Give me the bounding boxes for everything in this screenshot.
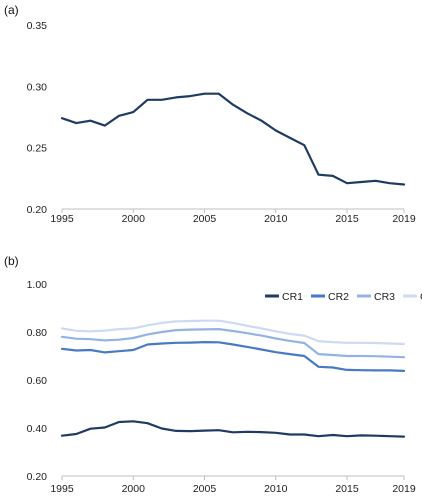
y-tick-label: 1.00 (27, 279, 48, 291)
series-line (60, 92, 406, 186)
y-tick-label: 0.35 (27, 20, 48, 32)
x-tick-label: 1995 (50, 213, 74, 225)
x-tick-label: 2015 (335, 483, 359, 495)
y-tick-label: 0.25 (27, 143, 48, 155)
y-tick-label: 0.30 (27, 81, 48, 93)
x-tick-label: 2000 (122, 213, 146, 225)
x-tick-label: 1995 (50, 483, 74, 495)
x-tick-label: 2000 (122, 483, 146, 495)
x-tick-label: 2015 (335, 213, 359, 225)
legend-label-cr2: CR2 (328, 291, 349, 303)
x-tick-label: 2010 (264, 483, 288, 495)
x-tick-label: 2019 (392, 213, 416, 225)
legend-label-cr1: CR1 (282, 291, 303, 303)
legend-label-cr4: CR4 (420, 291, 422, 303)
y-tick-label: 0.80 (27, 327, 48, 339)
panel-label: (b) (4, 254, 19, 268)
y-tick-label: 0.40 (27, 423, 48, 435)
x-tick-label: 2019 (392, 483, 416, 495)
series-line-cr2 (60, 341, 406, 372)
x-tick-label: 2005 (193, 483, 217, 495)
series-line-cr4 (60, 319, 406, 346)
x-tick-label: 2010 (264, 213, 288, 225)
y-tick-label: 0.60 (27, 375, 48, 387)
panel-label: (a) (4, 3, 19, 17)
x-tick-label: 2005 (193, 213, 217, 225)
series-line-cr1 (60, 420, 406, 438)
y-tick-label: 0.20 (27, 204, 48, 216)
series-line-cr3 (60, 328, 406, 359)
legend-label-cr3: CR3 (374, 291, 395, 303)
y-tick-label: 0.20 (27, 471, 48, 483)
